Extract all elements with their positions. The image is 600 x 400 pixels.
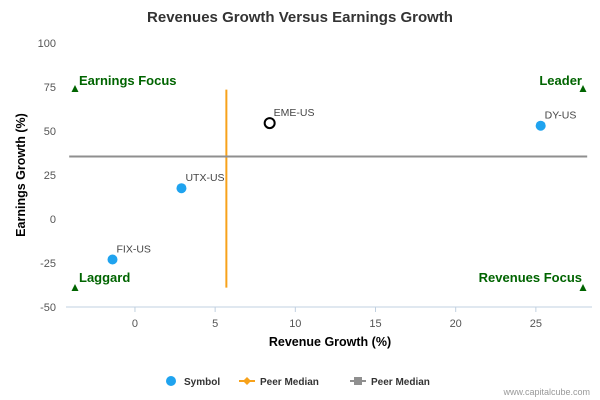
plot-area: 100 75 50 25 0 -25 -50 0 5 10 15 20 25 Earnings Focus…: [38, 38, 592, 330]
quadrant-marker-icon: [71, 85, 79, 92]
y-tick-label: 75: [44, 82, 56, 94]
legend-label: Peer Median: [260, 377, 319, 388]
quadrant-label: Laggard: [79, 270, 130, 285]
data-point: [535, 120, 546, 131]
x-tick-label: 10: [289, 318, 301, 330]
y-tick-label: 100: [38, 38, 56, 50]
data-point-label: DY-US: [545, 110, 577, 122]
source-credit: www.capitalcube.com: [502, 387, 590, 397]
legend-square-icon: [354, 377, 362, 385]
data-point: [107, 254, 118, 265]
data-point-label: FIX-US: [117, 243, 151, 255]
legend: Symbol Peer Median Peer Median: [166, 376, 430, 388]
y-tick-label: 0: [50, 214, 56, 226]
legend-symbol-icon: [166, 376, 176, 386]
x-tick-label: 25: [530, 318, 542, 330]
quadrant-marker-icon: [579, 85, 587, 92]
legend-diamond-icon: [243, 377, 251, 385]
data-point: [176, 183, 187, 194]
x-axis-title: Revenue Growth (%): [269, 335, 391, 349]
y-tick-label: 25: [44, 170, 56, 182]
legend-label: Symbol: [184, 377, 220, 388]
quadrant-marker-icon: [71, 284, 79, 291]
legend-label: Peer Median: [371, 377, 430, 388]
y-tick-label: 50: [44, 126, 56, 138]
y-axis-title: Earnings Growth (%): [14, 113, 28, 237]
x-tick-label: 0: [132, 318, 138, 330]
x-tick-label: 5: [212, 318, 218, 330]
quadrant-label: Earnings Focus: [79, 73, 177, 88]
quadrant-label: Revenues Focus: [479, 270, 582, 285]
data-point-label: EME-US: [274, 107, 315, 119]
x-tick-label: 20: [450, 318, 462, 330]
data-point: [263, 117, 276, 130]
quadrant-label: Leader: [539, 73, 582, 88]
y-tick-label: -50: [40, 302, 56, 314]
data-point-label: UTX-US: [185, 172, 224, 184]
y-tick-label: -25: [40, 258, 56, 270]
x-tick-label: 15: [369, 318, 381, 330]
quadrant-marker-icon: [579, 284, 587, 291]
chart-title: Revenues Growth Versus Earnings Growth: [147, 9, 453, 26]
